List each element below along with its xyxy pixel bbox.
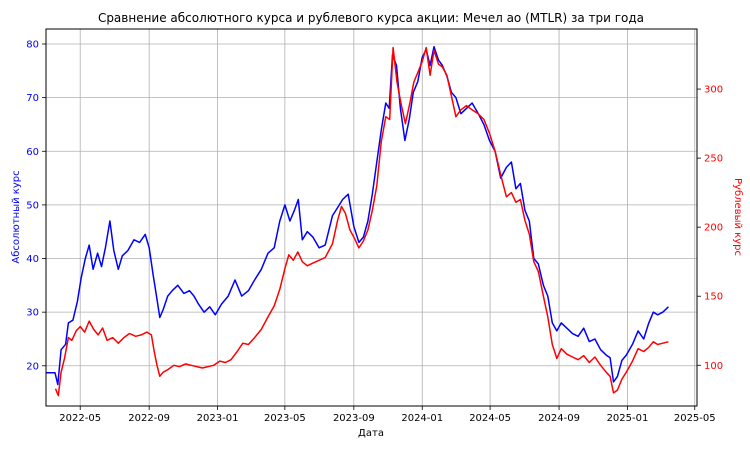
x-tick-label: 2024-01 — [401, 413, 443, 424]
x-tick-label: 2023-01 — [197, 413, 239, 424]
chart-title: Сравнение абсолютного курса и рублевого … — [98, 11, 644, 25]
y-right-tick-label: 200 — [704, 223, 723, 234]
x-tick-label: 2024-09 — [538, 413, 580, 424]
x-tick-label: 2023-09 — [333, 413, 375, 424]
y-left-tick-label: 80 — [26, 40, 39, 51]
y-right-axis-label: Рублевый курс — [732, 178, 743, 256]
grid — [46, 29, 697, 406]
y-left-tick-label: 70 — [26, 93, 39, 104]
x-axis-label: Дата — [358, 428, 384, 439]
y-right-tick-label: 100 — [704, 361, 723, 372]
y-left-tick-label: 30 — [26, 308, 39, 319]
y-left-tick-label: 40 — [26, 254, 39, 265]
x-tick-label: 2023-05 — [264, 413, 306, 424]
y-left-axis-label: Абсолютный курс — [11, 170, 22, 263]
y-left-tick-label: 20 — [26, 361, 39, 372]
y-left-tick-label: 50 — [26, 200, 39, 211]
x-tick-label: 2024-05 — [469, 413, 511, 424]
series-layer — [46, 45, 669, 397]
y-right-tick-label: 150 — [704, 292, 723, 303]
ruble-price-line — [54, 46, 669, 397]
y-left-axis: 20 30 40 50 60 70 80 — [26, 40, 46, 372]
x-tick-label: 2025-01 — [607, 413, 649, 424]
absolute-price-line — [46, 45, 669, 386]
x-tick-label: 2025-05 — [674, 413, 716, 424]
x-axis: 2022-05 2022-09 2023-01 2023-05 2023-09 2024-… — [59, 406, 716, 424]
y-right-tick-label: 250 — [704, 154, 723, 165]
x-tick-label: 2022-09 — [128, 413, 170, 424]
x-tick-label: 2022-05 — [59, 413, 101, 424]
y-left-tick-label: 60 — [26, 147, 39, 158]
plot-frame — [45, 28, 698, 407]
y-right-axis: 100 150 200 250 300 — [697, 85, 723, 372]
y-right-tick-label: 300 — [704, 85, 723, 96]
